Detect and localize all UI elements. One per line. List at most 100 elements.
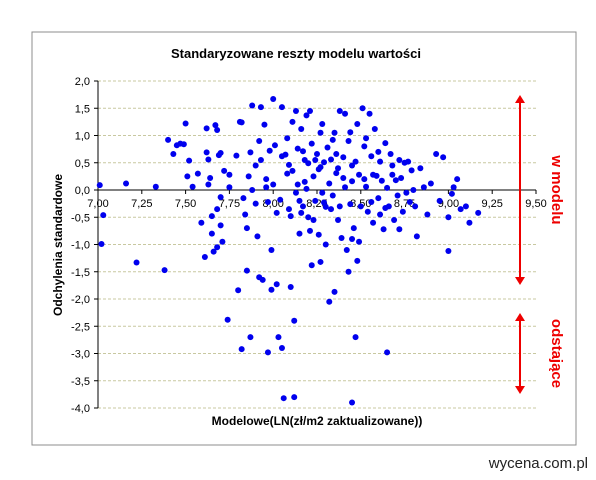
data-point: [257, 104, 264, 111]
y-tick-label: -1,5: [71, 267, 90, 279]
data-point: [448, 190, 455, 197]
data-point: [278, 345, 285, 352]
x-tick-label: 9,25: [481, 198, 502, 210]
data-point: [398, 175, 405, 182]
data-point: [252, 200, 259, 207]
data-point: [333, 170, 340, 177]
data-point: [247, 334, 254, 341]
data-point: [378, 177, 385, 184]
annotation-arrowhead-up: [515, 95, 525, 103]
data-point: [123, 180, 130, 187]
data-point: [233, 152, 240, 159]
data-point: [257, 157, 264, 164]
data-point: [306, 227, 313, 234]
data-point: [343, 246, 350, 253]
data-point: [384, 349, 391, 356]
data-point: [284, 170, 291, 177]
data-point: [326, 298, 333, 305]
data-point: [285, 206, 292, 213]
annotation-label-in-model: w modelu: [548, 154, 565, 224]
data-point: [410, 187, 417, 193]
y-tick-labels: 2,0 1,5 1,0 0,5 0,0 -0,5 -1,0 -1,5 -2,0 -2,5 -3,0 -…: [71, 76, 98, 415]
data-point: [214, 206, 221, 213]
data-point: [292, 189, 299, 196]
data-point: [445, 214, 452, 221]
data-point: [214, 244, 221, 251]
data-point: [408, 167, 415, 174]
data-point: [252, 162, 259, 169]
data-point: [363, 135, 370, 142]
data-point: [238, 346, 245, 353]
data-point: [475, 209, 482, 216]
data-point: [303, 112, 310, 119]
data-point: [205, 181, 212, 188]
data-point: [214, 127, 221, 134]
annotation-label-outliers: odstające: [548, 319, 565, 388]
data-point: [326, 180, 333, 187]
data-point: [394, 192, 401, 199]
data-point: [235, 287, 242, 294]
data-point: [322, 241, 329, 248]
data-point: [312, 197, 319, 204]
data-point: [396, 226, 403, 233]
chart-title: Standaryzowane reszty modelu wartości: [171, 46, 421, 61]
y-tick-label: -2,0: [71, 294, 90, 306]
data-point: [310, 216, 317, 223]
y-tick-label: -1,0: [71, 240, 90, 252]
data-point: [336, 107, 343, 114]
data-point: [317, 129, 324, 136]
y-tick-label: -3,5: [71, 376, 90, 388]
data-point: [357, 203, 364, 210]
data-point: [249, 187, 256, 193]
data-point: [201, 254, 208, 261]
x-tick-label: 9,00: [438, 198, 459, 210]
data-point: [308, 140, 315, 147]
data-point: [226, 171, 233, 178]
data-point: [424, 211, 431, 218]
data-point: [356, 171, 363, 178]
data-point: [450, 184, 457, 191]
data-point: [284, 135, 291, 142]
data-point: [273, 281, 280, 288]
data-point: [208, 213, 215, 220]
data-point: [285, 161, 292, 168]
data-point: [331, 129, 338, 136]
x-tick-label: 8,75: [394, 198, 415, 210]
chart: Standaryzowane reszty modelu wartości 2,…: [31, 31, 577, 446]
data-point: [203, 149, 210, 156]
data-point: [242, 211, 249, 218]
y-tick-label: -0,5: [71, 212, 90, 224]
data-point: [340, 154, 347, 161]
data-point: [298, 209, 305, 216]
data-point: [245, 173, 252, 180]
data-point: [321, 199, 328, 206]
data-point: [368, 198, 375, 205]
data-point: [271, 142, 278, 149]
data-point: [366, 110, 373, 117]
data-point: [359, 105, 366, 112]
data-point: [427, 180, 434, 187]
data-point: [350, 225, 357, 232]
data-point: [305, 214, 312, 221]
data-point: [340, 175, 347, 182]
chart-frame: [31, 31, 577, 446]
data-point: [352, 334, 359, 341]
x-tick-label: 7,25: [131, 198, 152, 210]
data-point: [382, 204, 389, 211]
data-point: [296, 197, 303, 204]
data-point: [256, 137, 263, 144]
y-axis-label: Odchylenia standardowe: [51, 174, 65, 316]
y-tick-label: 1,5: [75, 103, 90, 115]
data-point: [217, 222, 224, 229]
data-point: [328, 206, 335, 213]
data-point: [278, 153, 285, 160]
data-point: [270, 181, 277, 188]
data-point: [457, 206, 464, 213]
data-point: [298, 125, 305, 132]
data-point: [287, 284, 294, 291]
data-point: [182, 120, 189, 127]
data-point: [301, 157, 308, 164]
data-point: [294, 145, 301, 152]
data-point: [238, 119, 245, 126]
data-point: [377, 211, 384, 218]
